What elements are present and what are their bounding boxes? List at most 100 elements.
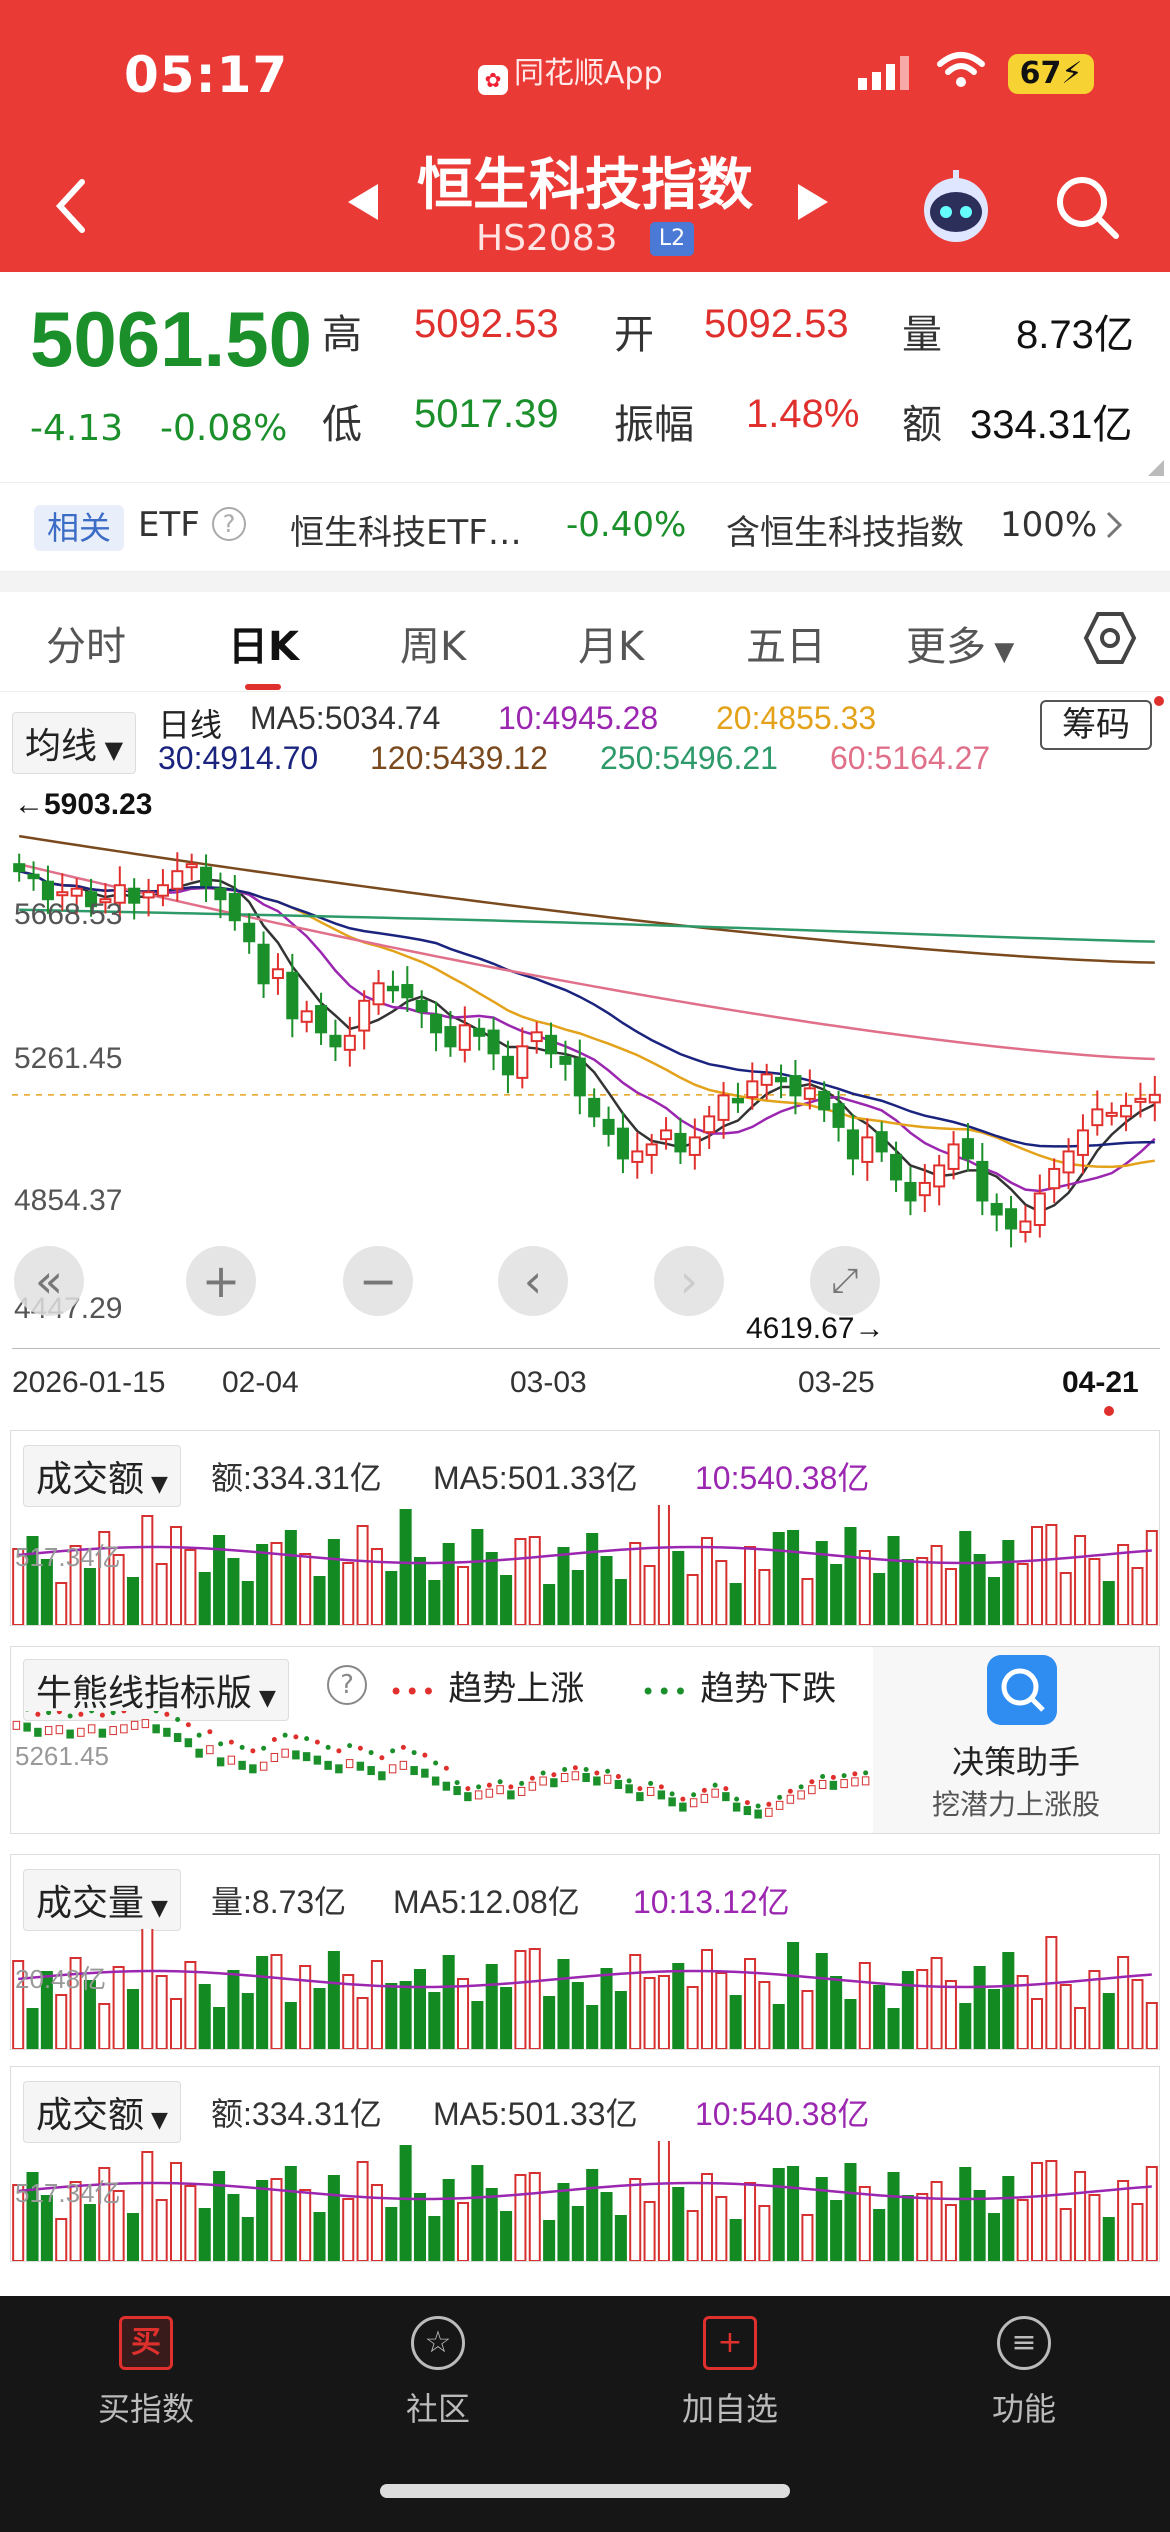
amount-label: 额	[902, 402, 942, 448]
amount-panel[interactable]: 成交额 ▼ 额:334.31亿 MA5:501.33亿 10:540.38亿 5…	[10, 1430, 1160, 1626]
volume-bar	[744, 1958, 757, 2049]
volume-bar	[40, 1559, 53, 1625]
volume-bar	[1074, 2007, 1087, 2049]
amount2-value-text: 额:334.31亿	[211, 2096, 382, 2132]
volume-bar	[514, 1950, 527, 2049]
volume-tick: 20.48亿	[15, 1964, 107, 1994]
nav-buy-index[interactable]: 买 买指数	[46, 2316, 246, 2430]
volume-bar	[973, 1554, 986, 1625]
trend-dot	[293, 1734, 299, 1740]
volume-bar	[744, 2182, 757, 2261]
mini-candle	[227, 1755, 236, 1765]
volume-bar	[69, 1545, 82, 1625]
tab-monthly-k[interactable]: 月K	[578, 624, 645, 670]
etf-holding-pct: 100%	[1000, 505, 1098, 545]
volume-bar	[428, 1992, 441, 2049]
volume-bar	[83, 1568, 96, 1625]
zoom-in-icon[interactable]: +	[186, 1246, 256, 1316]
tab-intraday[interactable]: 分时	[46, 624, 126, 670]
volume-bar	[959, 1531, 972, 1625]
volume-bar	[514, 2174, 527, 2261]
volume-bar	[141, 1929, 154, 2049]
scroll-left-icon[interactable]: ‹	[498, 1246, 568, 1316]
ma30-line	[18, 869, 1155, 1148]
tab-five-day[interactable]: 五日	[746, 624, 826, 670]
scroll-right-icon[interactable]: ›	[654, 1246, 724, 1316]
volume-dropdown[interactable]: 成交量 ▼	[23, 1869, 181, 1931]
next-stock-icon[interactable]	[796, 182, 832, 226]
trend-down-legend: ••• 趋势下跌	[641, 1661, 836, 1710]
trend-dot	[46, 1711, 52, 1716]
chips-button[interactable]: 筹码	[1040, 700, 1152, 750]
candle-body	[1120, 1104, 1133, 1118]
x-tick-1: 2026-01-15	[12, 1366, 166, 1399]
candle-body	[315, 1005, 328, 1034]
amount-dropdown-2[interactable]: 成交额 ▼	[23, 2081, 181, 2143]
nav-functions[interactable]: ≡ 功能	[924, 2316, 1124, 2430]
volume-bar	[758, 1981, 771, 2049]
prev-stock-icon[interactable]	[344, 182, 380, 226]
volume-bar	[643, 1977, 656, 2049]
tab-more[interactable]: 更多 ▼	[906, 614, 1014, 672]
volume-panel[interactable]: 成交量 ▼ 量:8.73亿 MA5:12.08亿 10:13.12亿 20.48…	[10, 1854, 1160, 2050]
candle-body	[1105, 1111, 1118, 1117]
volume-bar	[629, 1542, 642, 1625]
search-icon[interactable]	[1054, 174, 1120, 244]
help-icon[interactable]: ?	[327, 1665, 367, 1705]
volume-bar	[442, 1543, 455, 1625]
mini-candle	[421, 1768, 429, 1778]
volume-bar	[385, 2207, 398, 2261]
volume-bar	[126, 1577, 139, 1625]
trend-dot	[89, 1711, 95, 1714]
mini-candle	[797, 1790, 805, 1800]
volume-bar	[830, 1976, 843, 2049]
volume-bar	[614, 1579, 627, 1625]
decision-assistant[interactable]: 决策助手 挖潜力上涨股	[873, 1647, 1159, 1833]
level2-badge[interactable]: L2	[650, 222, 694, 256]
volume-bar	[571, 2206, 584, 2261]
help-icon[interactable]: ?	[212, 507, 246, 541]
bull-bear-panel[interactable]: 牛熊线指标版 ▼ ? ••• 趋势上涨 ••• 趋势下跌 5261.45 决策助…	[10, 1646, 1160, 1834]
volume-bar	[1045, 1524, 1058, 1625]
volume-bar	[428, 2216, 441, 2261]
nav-functions-label: 功能	[991, 2390, 1056, 2428]
nav-add-favorite[interactable]: + 加自选	[630, 2316, 830, 2430]
back-icon[interactable]	[50, 176, 90, 240]
robot-assistant-icon[interactable]	[918, 168, 994, 248]
volume-bar	[1102, 1581, 1115, 1625]
volume-bar	[830, 2200, 843, 2261]
candle-body	[602, 1118, 615, 1135]
trend-dot	[551, 1772, 557, 1778]
legend-ma5: MA5:5034.74	[250, 700, 441, 736]
x-tick-4: 03-25	[798, 1366, 875, 1399]
etf-name[interactable]: 恒生科技ETF…	[290, 513, 522, 553]
volume-bar	[55, 1582, 68, 1625]
trend-dot	[196, 1732, 202, 1738]
nav-community[interactable]: ☆ 社区	[338, 2316, 538, 2430]
amount-dropdown[interactable]: 成交额 ▼	[23, 1445, 181, 1507]
fullscreen-icon[interactable]: ⤢	[810, 1246, 880, 1316]
volume-bar	[557, 1959, 570, 2049]
amount-panel-2[interactable]: 成交额 ▼ 额:334.31亿 MA5:501.33亿 10:540.38亿 5…	[10, 2066, 1160, 2262]
related-etf-bar[interactable]: 相关 ETF ? 恒生科技ETF… -0.40% 含恒生科技指数 100%	[0, 482, 1170, 572]
volume-bar	[930, 1957, 943, 2049]
scroll-left-fast-icon[interactable]: «	[14, 1246, 84, 1316]
tab-weekly-k[interactable]: 周K	[400, 624, 467, 670]
volume-bar	[83, 1980, 96, 2049]
volume-bar	[457, 1566, 470, 1625]
trend-dot	[820, 1773, 826, 1779]
trend-dot	[626, 1778, 632, 1784]
kline-chart[interactable]	[0, 790, 1170, 1350]
tab-daily-k[interactable]: 日K	[228, 624, 299, 670]
zoom-out-icon[interactable]: −	[343, 1246, 413, 1316]
settings-hexagon-icon[interactable]	[1082, 610, 1138, 670]
volume-bar	[629, 1954, 642, 2049]
ma-dropdown[interactable]: 均线 ▼	[12, 712, 137, 774]
volume-bar	[887, 2172, 900, 2261]
status-time: 05:17	[124, 46, 289, 104]
expand-corner-icon[interactable]	[1148, 460, 1164, 480]
volume-bar	[370, 1960, 383, 2049]
volume-bar	[442, 1955, 455, 2049]
candle-body	[703, 1115, 716, 1134]
last-price: 5061.50	[30, 295, 312, 383]
